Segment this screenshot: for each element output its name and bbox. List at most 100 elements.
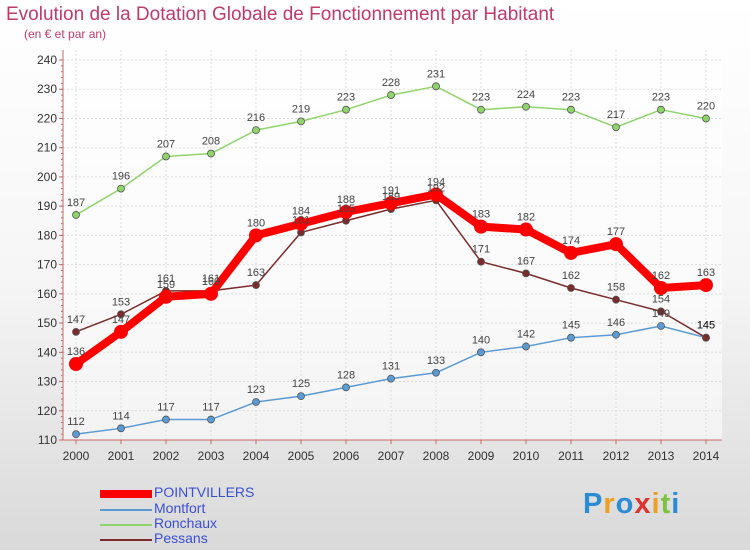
point-ronchaux (252, 126, 260, 135)
data-label-pointvillers: 177 (607, 226, 625, 238)
y-tick-label: 220 (37, 111, 57, 125)
data-label-ronchaux: 196 (112, 171, 130, 183)
point-pointvillers (204, 286, 218, 301)
data-label-ronchaux: 187 (67, 197, 85, 209)
data-label-montfort: 125 (292, 378, 310, 390)
data-label-montfort: 149 (652, 308, 670, 320)
chart-subtitle: (en € et par an) (24, 27, 107, 41)
data-label-pointvillers: 159 (157, 279, 175, 291)
legend-label-montfort: Montfort (154, 500, 206, 516)
x-tick-label: 2011 (558, 449, 584, 463)
data-label-montfort: 128 (337, 369, 355, 381)
y-tick-label: 160 (37, 287, 57, 301)
data-label-pointvillers: 188 (337, 194, 355, 206)
data-label-montfort: 117 (157, 402, 175, 414)
data-label-pointvillers: 162 (652, 270, 670, 282)
data-label-montfort: 133 (427, 355, 445, 367)
point-pointvillers (159, 289, 173, 304)
point-pessans (117, 310, 125, 319)
point-pessans (657, 307, 665, 316)
point-montfort (162, 415, 170, 424)
point-pessans (477, 257, 485, 266)
x-tick-label: 2000 (63, 449, 90, 463)
data-label-ronchaux: 223 (562, 92, 580, 104)
legend-label-pessans: Pessans (154, 530, 208, 546)
point-ronchaux (387, 91, 395, 99)
legend-swatch-montfort (100, 509, 152, 511)
legend-swatch-pessans (100, 539, 152, 541)
data-label-montfort: 142 (517, 328, 535, 340)
data-label-montfort: 112 (67, 416, 85, 428)
point-montfort (297, 392, 305, 401)
y-tick-label: 140 (37, 345, 57, 359)
data-label-ronchaux: 231 (427, 68, 445, 80)
data-label-pointvillers: 180 (247, 217, 265, 229)
x-tick-label: 2004 (243, 449, 270, 463)
x-tick-label: 2013 (648, 449, 675, 463)
legend-label-pointvillers: POINTVILLERS (154, 484, 255, 500)
x-tick-label: 2005 (288, 449, 315, 463)
logo-letter: t (660, 488, 672, 520)
data-labels: 136 147 159 160 180 184 188 191 194 183 182 174 177 1… (67, 68, 715, 428)
data-label-pessans: 154 (652, 293, 670, 305)
data-label-montfort: 123 (247, 384, 265, 396)
point-montfort (477, 348, 485, 357)
logo-letter: r (603, 488, 616, 520)
point-pessans (612, 295, 620, 304)
data-label-montfort: 146 (607, 317, 625, 329)
data-label-pointvillers: 194 (427, 176, 445, 188)
data-label-ronchaux: 224 (517, 89, 535, 101)
data-label-ronchaux: 216 (247, 112, 265, 124)
data-label-pointvillers: 174 (562, 235, 580, 247)
point-pointvillers (609, 237, 623, 252)
point-pointvillers (114, 324, 128, 339)
x-tick-label: 2012 (603, 449, 630, 463)
data-label-pessans: 153 (112, 296, 130, 308)
logo-letter: i (671, 488, 681, 520)
y-tick-label: 130 (37, 375, 57, 389)
legend-swatch-pointvillers (100, 490, 152, 498)
point-montfort (522, 342, 530, 351)
data-label-montfort: 145 (697, 320, 715, 332)
x-tick-label: 2006 (333, 449, 360, 463)
data-label-pessans: 185 (337, 203, 355, 215)
data-label-pointvillers: 160 (202, 276, 220, 288)
point-pointvillers (564, 245, 578, 260)
x-tick-label: 2001 (108, 449, 135, 463)
data-label-ronchaux: 223 (337, 92, 355, 104)
point-pointvillers (294, 216, 308, 231)
data-label-pessans: 167 (517, 255, 535, 267)
point-pessans (567, 284, 575, 292)
point-montfort (657, 322, 665, 330)
x-tick-label: 2007 (378, 449, 405, 463)
data-label-ronchaux: 208 (202, 136, 220, 148)
logo-letter: i (651, 488, 661, 520)
data-label-pessans: 163 (247, 267, 265, 279)
data-label-pessans: 181 (292, 214, 310, 226)
data-label-ronchaux: 228 (382, 77, 400, 89)
y-tick-label: 210 (37, 141, 57, 155)
point-pessans (252, 281, 260, 289)
data-label-montfort: 140 (472, 334, 490, 346)
point-ronchaux (657, 105, 665, 114)
data-label-pointvillers: 184 (292, 206, 310, 218)
data-label-pointvillers: 136 (67, 346, 85, 358)
data-label-pointvillers: 183 (472, 209, 490, 221)
data-label-ronchaux: 219 (292, 103, 310, 115)
y-tick-label: 200 (37, 170, 57, 184)
data-label-ronchaux: 207 (157, 138, 175, 150)
data-label-ronchaux: 217 (607, 109, 625, 121)
data-label-pessans: 192 (427, 182, 445, 194)
x-tick-label: 2002 (153, 449, 180, 463)
point-ronchaux (297, 117, 305, 126)
point-montfort (117, 424, 125, 433)
point-pointvillers (384, 196, 398, 211)
proxiti-logo: Proxiti (583, 488, 680, 521)
data-label-pointvillers: 191 (382, 185, 400, 197)
point-pessans (522, 269, 530, 278)
point-ronchaux (207, 149, 215, 158)
point-ronchaux (477, 105, 485, 114)
chart-title: Evolution de la Dotation Globale de Fonc… (6, 4, 555, 25)
y-tick-label: 180 (37, 228, 57, 242)
